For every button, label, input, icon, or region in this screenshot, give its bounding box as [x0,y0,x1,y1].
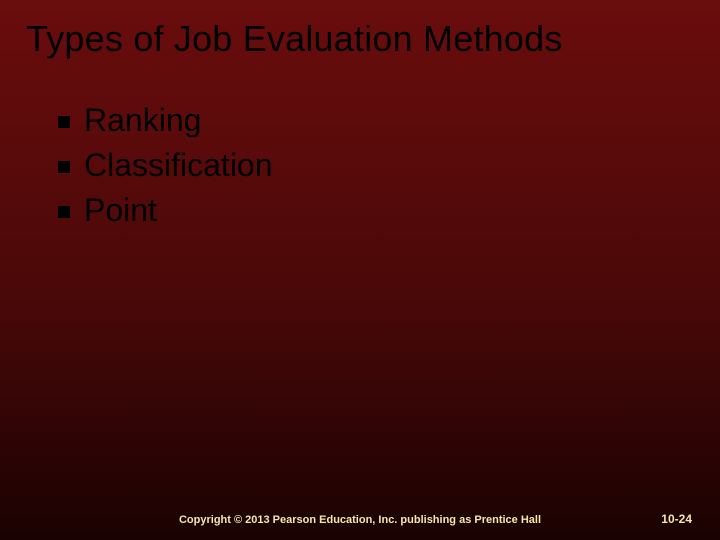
square-bullet-icon [58,206,70,218]
slide-title: Types of Job Evaluation Methods [26,18,563,60]
list-item: Classification [58,147,273,184]
square-bullet-icon [58,161,70,173]
list-item-label: Classification [84,147,273,184]
slide: Types of Job Evaluation Methods Ranking … [0,0,720,540]
square-bullet-icon [58,116,70,128]
page-number: 10-24 [661,512,692,526]
list-item: Ranking [58,102,273,139]
copyright-text: Copyright © 2013 Pearson Education, Inc.… [0,514,720,526]
bullet-list: Ranking Classification Point [58,102,273,237]
list-item-label: Ranking [84,102,201,139]
list-item: Point [58,192,273,229]
list-item-label: Point [84,192,157,229]
